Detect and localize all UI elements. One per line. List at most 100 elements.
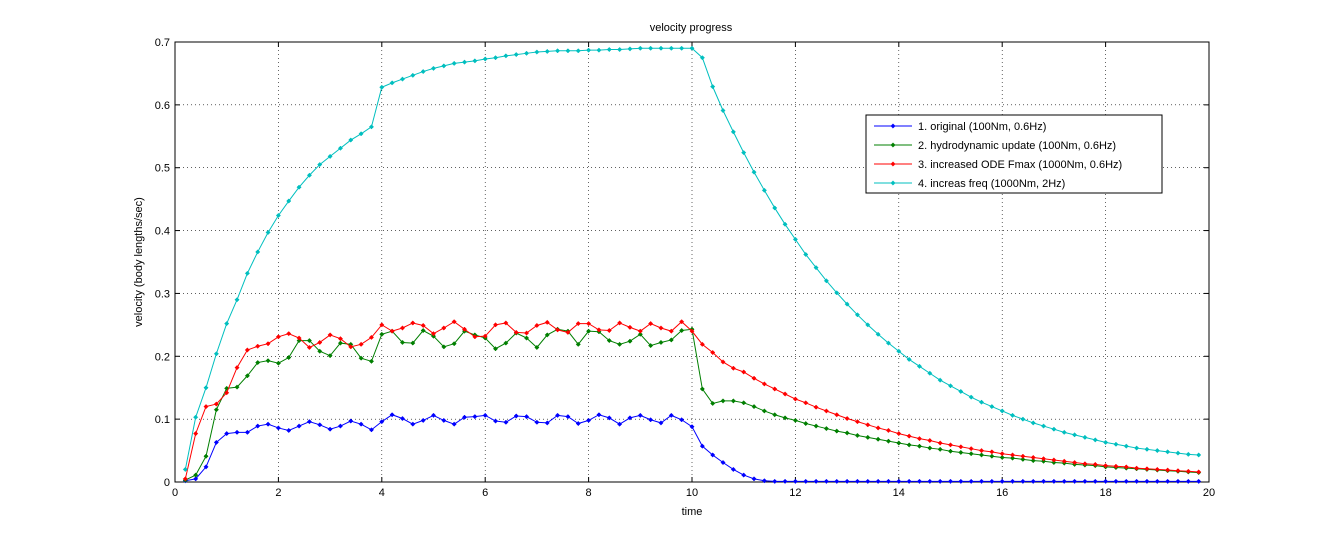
- data-point: [916, 436, 923, 442]
- data-point: [265, 229, 271, 236]
- data-point: [565, 414, 571, 420]
- data-point: [658, 325, 664, 331]
- data-point: [1134, 478, 1140, 484]
- data-point: [751, 375, 757, 381]
- data-point: [244, 270, 250, 276]
- legend-box: [865, 114, 1163, 194]
- data-point: [296, 184, 302, 190]
- data-point: [772, 478, 778, 484]
- data-point: [906, 442, 912, 448]
- data-point: [617, 320, 623, 326]
- data-point: [782, 415, 788, 421]
- data-point: [1092, 437, 1098, 443]
- data-point: [834, 478, 840, 484]
- data-point: [1051, 426, 1057, 432]
- data-point: [575, 48, 581, 54]
- data-point: [234, 384, 240, 390]
- data-point: [927, 437, 933, 444]
- data-point: [648, 45, 654, 51]
- data-point: [989, 453, 995, 459]
- data-point: [606, 415, 612, 421]
- data-point: [772, 412, 778, 418]
- data-point: [544, 420, 550, 426]
- data-point: [792, 417, 798, 423]
- data-point: [720, 107, 726, 114]
- data-point: [565, 48, 571, 54]
- data-point: [803, 420, 809, 427]
- data-point: [1196, 452, 1202, 458]
- data-point: [989, 478, 995, 484]
- data-point: [213, 351, 219, 357]
- data-point: [1123, 464, 1129, 470]
- data-point: [813, 265, 819, 271]
- data-point: [244, 429, 250, 435]
- data-point: [720, 398, 726, 404]
- data-point: [906, 478, 912, 484]
- data-point: [461, 59, 468, 65]
- data-point: [1103, 463, 1109, 469]
- data-point: [865, 422, 871, 428]
- data-point: [875, 425, 881, 431]
- data-point: [337, 423, 343, 429]
- data-point: [947, 448, 954, 454]
- x-tick-label: 12: [789, 487, 801, 499]
- data-point: [420, 417, 426, 423]
- data-point: [1175, 450, 1181, 456]
- y-tick-label: 0.3: [155, 288, 170, 300]
- data-point: [286, 198, 292, 204]
- data-point: [1072, 459, 1078, 466]
- data-point: [968, 478, 974, 484]
- data-point: [1020, 416, 1026, 422]
- y-tick-label: 0.7: [155, 37, 170, 49]
- data-point: [1123, 443, 1129, 449]
- data-point: [275, 425, 281, 431]
- data-point: [379, 331, 385, 337]
- data-point: [306, 338, 312, 344]
- data-point: [1009, 452, 1016, 458]
- data-point: [1185, 451, 1191, 457]
- data-point: [327, 353, 333, 359]
- data-point: [203, 464, 209, 470]
- data-point: [596, 412, 602, 418]
- data-point: [1144, 478, 1150, 484]
- data-point: [648, 417, 654, 423]
- data-point: [430, 412, 437, 418]
- data-point: [896, 478, 902, 484]
- data-point: [637, 412, 643, 418]
- data-point: [1082, 434, 1088, 440]
- data-point: [834, 412, 840, 418]
- x-axis-label: time: [682, 506, 703, 518]
- y-axis-label: velocity (body lengths/sec): [133, 197, 145, 327]
- data-point: [441, 417, 447, 423]
- data-point: [317, 339, 323, 346]
- data-point: [524, 335, 530, 341]
- data-point: [772, 386, 778, 392]
- data-point: [668, 337, 674, 343]
- data-point: [410, 421, 416, 427]
- data-point: [224, 321, 230, 327]
- legend-item: 4. increas freq (1000Nm, 2Hz): [874, 178, 1065, 190]
- data-point: [503, 53, 509, 59]
- data-point: [1020, 478, 1026, 484]
- data-point: [1030, 478, 1036, 484]
- data-point: [761, 478, 767, 484]
- data-point: [534, 419, 540, 425]
- data-point: [885, 478, 892, 484]
- data-point: [741, 472, 747, 478]
- data-point: [1051, 478, 1057, 484]
- legend: 1. original (100Nm, 0.6Hz) 2. hydrodynami…: [865, 114, 1163, 194]
- data-point: [710, 400, 716, 406]
- data-point: [751, 404, 757, 410]
- data-point: [368, 124, 375, 130]
- legend-label: 1. original (100Nm, 0.6Hz): [918, 121, 1046, 133]
- series-1: [182, 412, 1202, 484]
- data-point: [420, 68, 426, 75]
- data-point: [782, 221, 788, 227]
- data-point: [255, 249, 261, 255]
- data-point: [823, 278, 829, 284]
- data-point: [699, 443, 705, 449]
- data-point: [410, 340, 416, 346]
- data-point: [606, 327, 612, 334]
- data-point: [399, 415, 406, 422]
- data-point: [844, 430, 850, 436]
